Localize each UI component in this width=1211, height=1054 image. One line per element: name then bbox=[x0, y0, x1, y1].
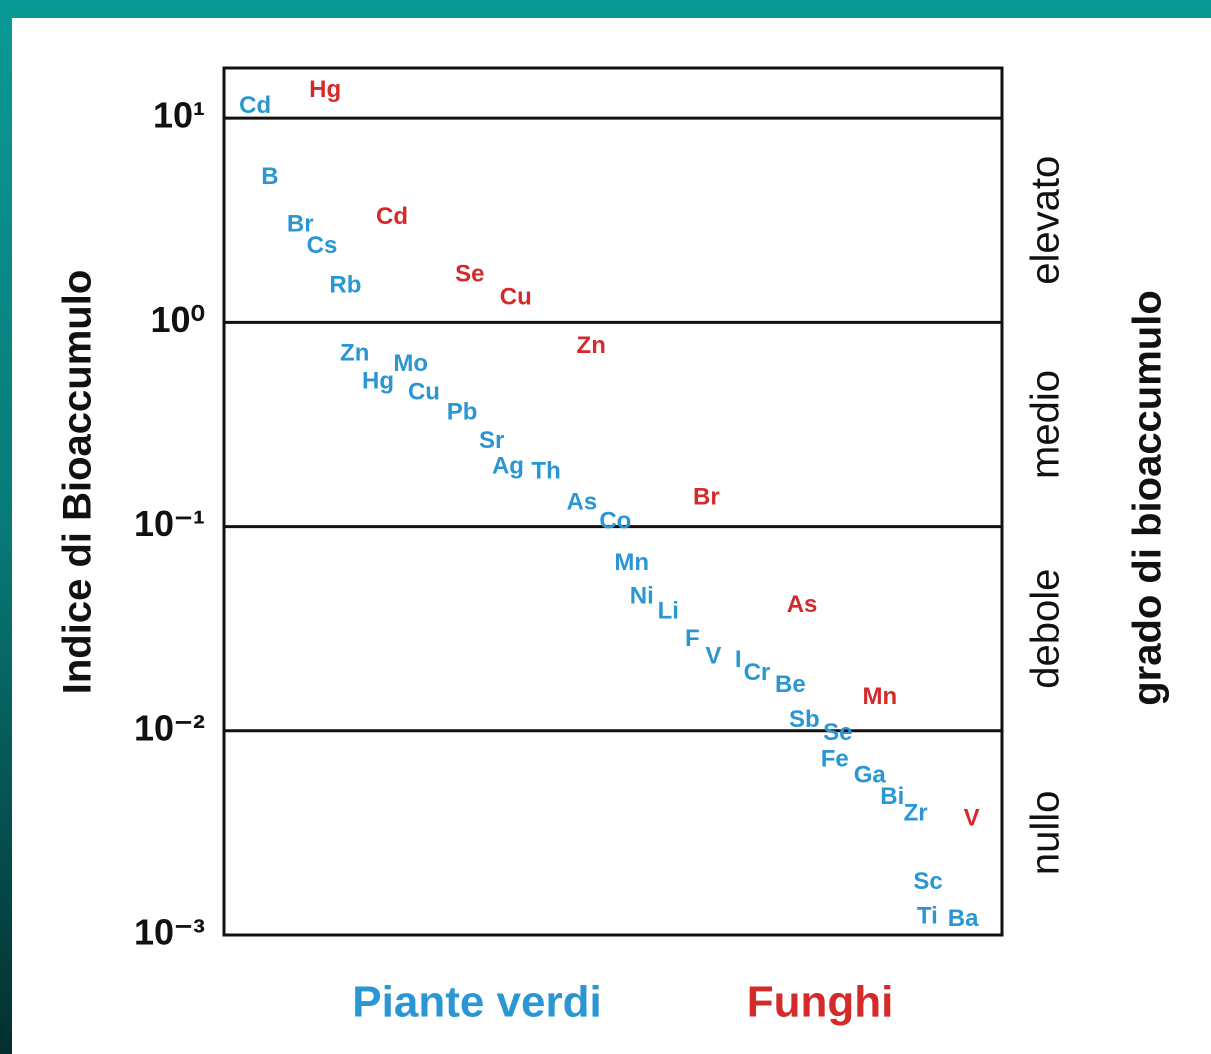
y-tick-label: 10⁻² bbox=[134, 707, 205, 748]
point-label: Bi bbox=[880, 783, 904, 810]
y-tick-label: 10⁻³ bbox=[134, 912, 205, 953]
point-label: Mo bbox=[393, 350, 428, 377]
band-label: nullo bbox=[1024, 791, 1068, 876]
point-label: F bbox=[685, 625, 700, 652]
point-label: Mn bbox=[614, 549, 649, 576]
legend-entry: Funghi bbox=[747, 978, 894, 1027]
point-label: Hg bbox=[309, 76, 341, 103]
point-label: V bbox=[964, 804, 980, 831]
point-label: Rb bbox=[329, 272, 361, 299]
point-label: Br bbox=[693, 483, 720, 510]
point-label: Fe bbox=[821, 745, 849, 772]
panel bbox=[12, 18, 1211, 1054]
point-label: Cr bbox=[744, 659, 771, 686]
point-label: Ga bbox=[854, 761, 887, 788]
y-axis-label: Indice di Bioaccumulo bbox=[56, 270, 100, 695]
point-label: Cs bbox=[307, 232, 338, 259]
point-label: Ni bbox=[630, 583, 654, 610]
point-label: B bbox=[261, 163, 278, 190]
point-label: Sr bbox=[479, 427, 504, 454]
y-tick-label: 10⁰ bbox=[151, 299, 205, 340]
point-label: Sb bbox=[789, 706, 820, 733]
point-label: V bbox=[705, 642, 721, 669]
point-label: Cd bbox=[376, 203, 408, 230]
point-label: Zr bbox=[904, 800, 928, 827]
band-label: debole bbox=[1024, 569, 1068, 689]
point-label: Li bbox=[658, 598, 679, 625]
point-label: Mn bbox=[863, 683, 898, 710]
point-label: Zn bbox=[577, 332, 606, 359]
point-label: Pb bbox=[447, 398, 478, 425]
point-label: Cu bbox=[408, 379, 440, 406]
point-label: As bbox=[787, 591, 818, 618]
point-label: Se bbox=[823, 719, 852, 746]
band-label: elevato bbox=[1024, 156, 1068, 285]
point-label: Sc bbox=[913, 868, 942, 895]
y-tick-label: 10⁻¹ bbox=[134, 503, 205, 544]
y-tick-label: 10¹ bbox=[153, 95, 205, 136]
point-label: Co bbox=[599, 508, 631, 535]
point-label: Cd bbox=[239, 92, 271, 119]
point-label: Ti bbox=[917, 903, 938, 930]
point-label: Ag bbox=[492, 453, 524, 480]
point-label: Br bbox=[287, 210, 314, 237]
point-label: Th bbox=[531, 457, 560, 484]
point-label: Ba bbox=[948, 905, 979, 932]
y2-axis-label: grado di bioaccumulo bbox=[1126, 290, 1170, 706]
point-label: As bbox=[567, 489, 598, 516]
legend-entry: Piante verdi bbox=[352, 978, 601, 1027]
point-label: Se bbox=[455, 261, 484, 288]
point-label: Zn bbox=[340, 339, 369, 366]
point-label: Be bbox=[775, 671, 806, 698]
point-label: Cu bbox=[500, 284, 532, 311]
point-label: Hg bbox=[362, 367, 394, 394]
band-label: medio bbox=[1024, 370, 1068, 479]
point-label: I bbox=[735, 646, 742, 673]
